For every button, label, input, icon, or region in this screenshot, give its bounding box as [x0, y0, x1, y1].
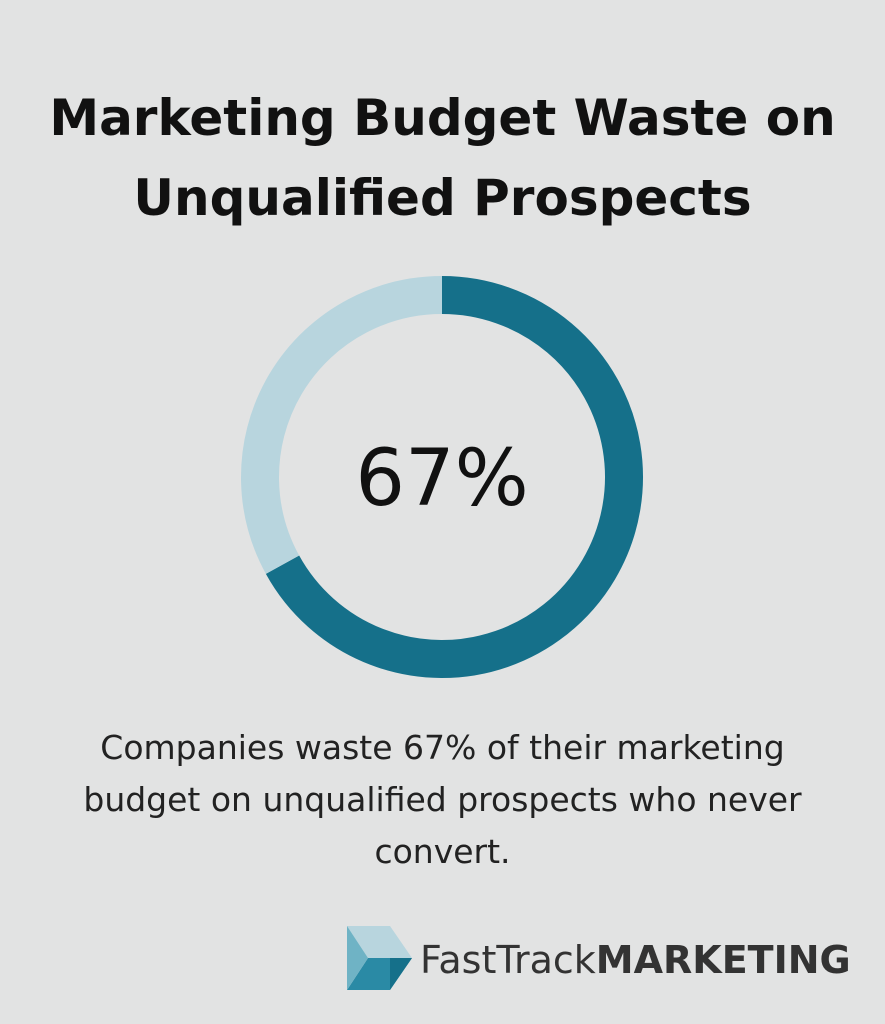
brand: FastTrackMARKETING [420, 938, 851, 982]
logo-icon [347, 926, 412, 990]
center-label: 67% [355, 434, 528, 524]
chart-title: Marketing Budget Waste on Unqualified Pr… [49, 89, 836, 227]
donut-segment [241, 276, 443, 574]
caption: Companies waste 67% of their marketing b… [83, 728, 802, 871]
donut-segment [265, 276, 643, 678]
brand-name: FastTrack [420, 938, 596, 982]
brand-emphasis: MARKETING [595, 938, 851, 982]
